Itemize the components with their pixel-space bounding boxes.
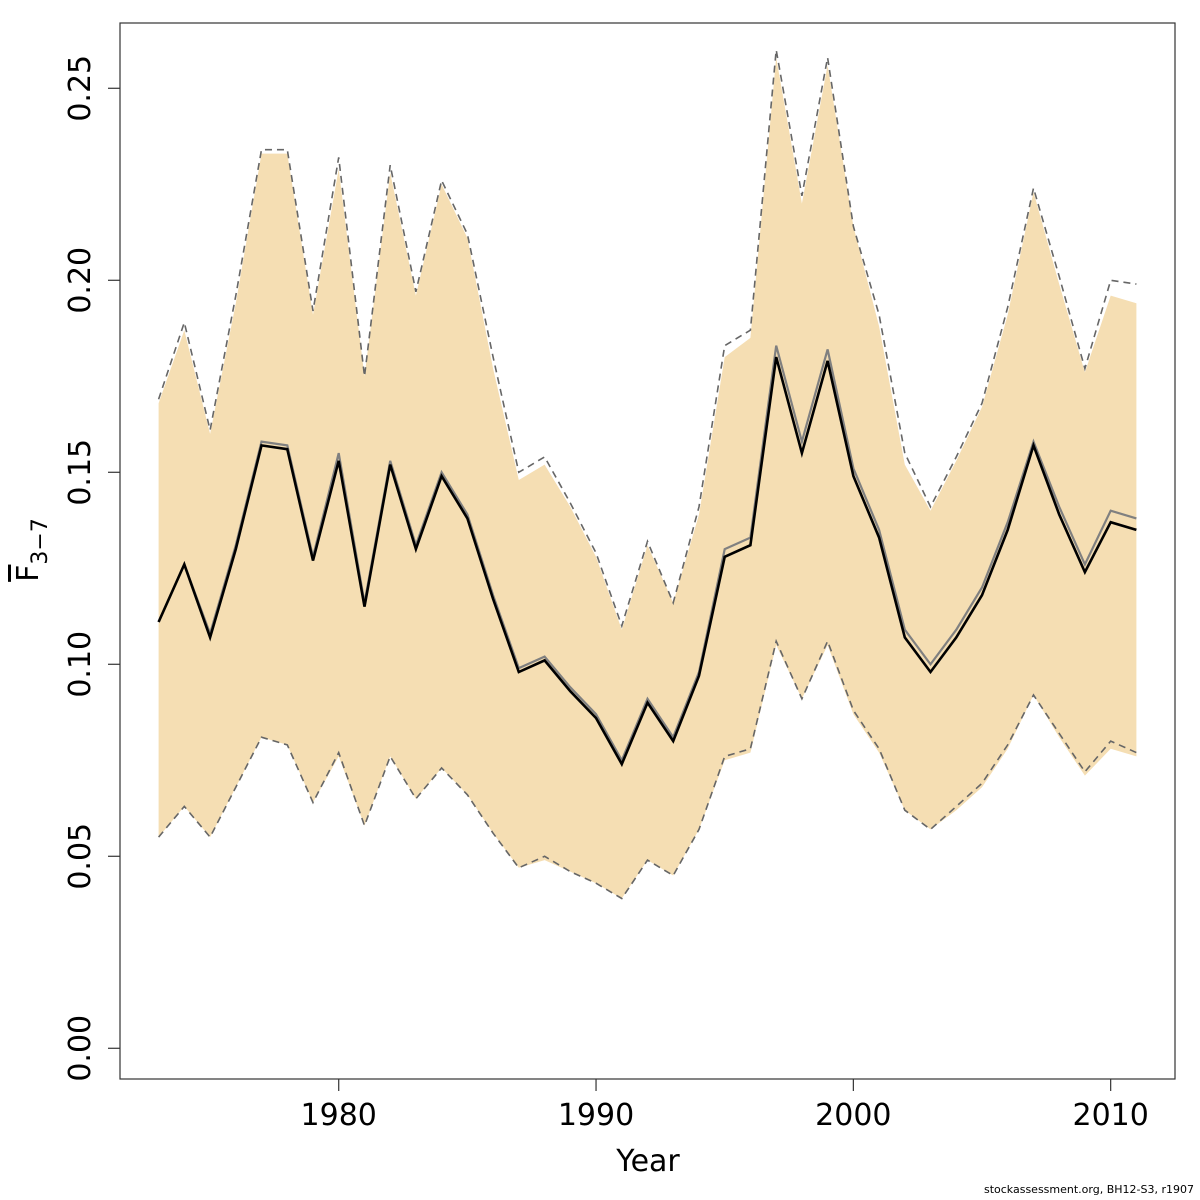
y-axis-title-main: F [11,565,46,582]
plot-area [157,49,1137,900]
x-tick-label: 1980 [301,1098,377,1133]
svg-text:F3−7: F3−7 [11,518,53,582]
x-tick-label: 2000 [815,1098,891,1133]
y-tick-label: 0.05 [63,823,98,890]
y-axis-title: F3−7 [11,518,53,582]
estimate-line [157,356,1137,768]
confidence-band [158,57,1137,899]
y-axis-title-subscript: 3−7 [28,518,53,564]
axes: 1980 1990 2000 2010 0.00 0.05 0.10 0.15 0.20 0.25 [63,55,1149,1133]
footer-note: stockassessment.org, BH12-S3, r1907 [983,1183,1194,1196]
previous-upper-bound-line [157,49,1137,629]
y-tick-label: 0.15 [63,439,98,506]
y-tick-label: 0.00 [63,1015,98,1082]
x-axis-title: Year [615,1144,680,1179]
y-tick-label: 0.20 [63,247,98,314]
x-tick-label: 1990 [558,1098,634,1133]
x-tick-label: 2010 [1072,1098,1148,1133]
y-tick-label: 0.25 [63,55,98,122]
previous-lower-bound-line [157,638,1137,900]
plot-frame [119,22,1176,1080]
y-tick-label: 0.10 [63,631,98,698]
